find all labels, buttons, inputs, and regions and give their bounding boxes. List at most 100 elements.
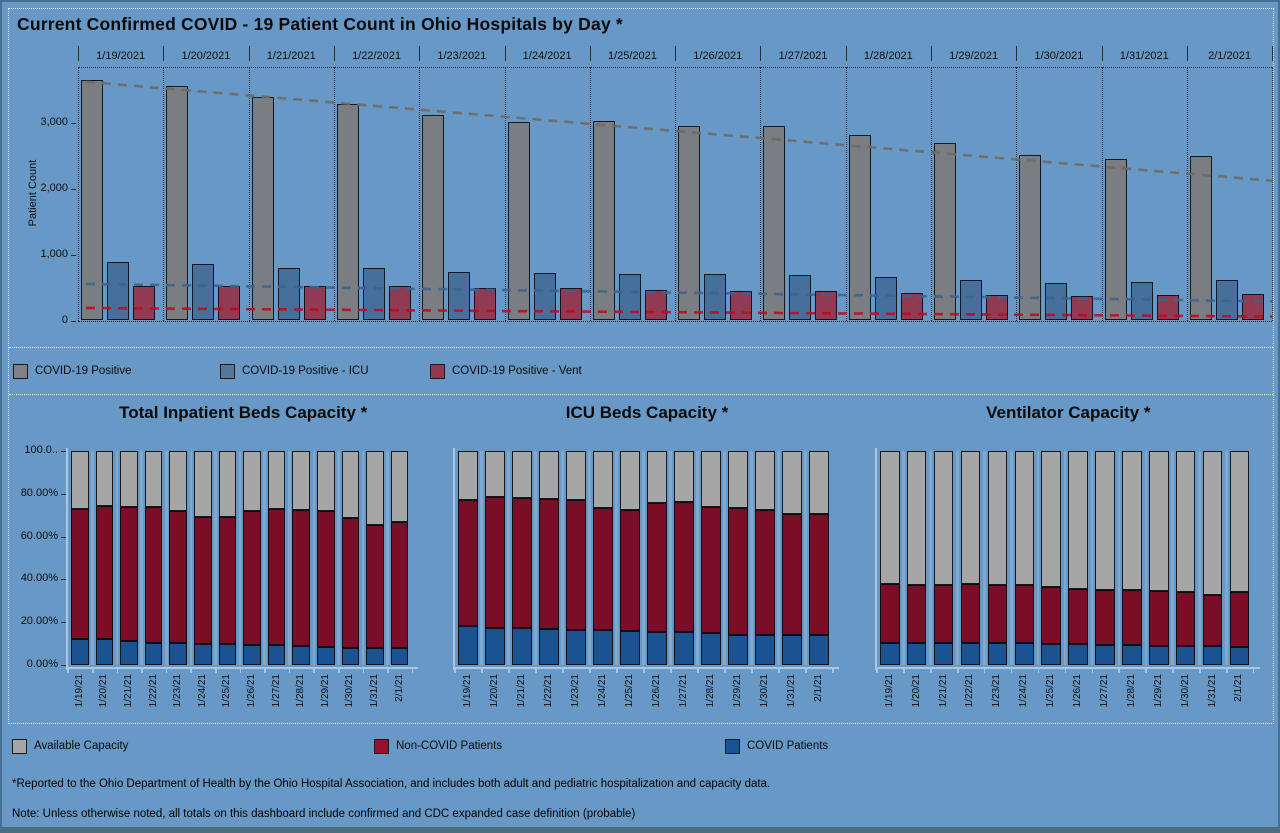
segment-covid-patients[interactable] [933,642,954,665]
bar-covid-19-positive-icu[interactable] [1130,281,1153,321]
segment-non-covid-patients[interactable] [485,497,505,628]
segment-available-capacity[interactable] [960,451,981,584]
segment-covid-patients[interactable] [728,635,748,665]
bar-covid-19-positive-vent[interactable] [559,287,582,321]
segment-non-covid-patients[interactable] [674,502,694,632]
bar-covid-19-positive-vent[interactable] [133,285,155,321]
segment-available-capacity[interactable] [317,451,335,511]
segment-non-covid-patients[interactable] [512,498,532,628]
segment-non-covid-patients[interactable] [1202,595,1223,646]
segment-available-capacity[interactable] [933,451,954,585]
segment-covid-patients[interactable] [1229,646,1250,665]
segment-covid-patients[interactable] [243,644,261,665]
segment-available-capacity[interactable] [218,451,237,518]
segment-available-capacity[interactable] [512,451,532,499]
segment-non-covid-patients[interactable] [1122,590,1142,645]
segment-covid-patients[interactable] [647,631,667,665]
segment-covid-patients[interactable] [95,639,114,665]
segment-covid-patients[interactable] [701,632,721,665]
bar-covid-19-positive-vent[interactable] [388,285,411,321]
legend-item-available-capacity[interactable]: Available Capacity [12,736,128,756]
segment-available-capacity[interactable] [809,451,829,515]
segment-non-covid-patients[interactable] [809,514,829,636]
segment-covid-patients[interactable] [292,645,310,665]
segment-non-covid-patients[interactable] [218,517,237,644]
segment-available-capacity[interactable] [880,451,900,584]
bar-covid-19-positive-icu[interactable] [874,276,897,321]
segment-non-covid-patients[interactable] [1041,586,1061,644]
segment-non-covid-patients[interactable] [1149,591,1169,646]
segment-available-capacity[interactable] [458,451,478,501]
bar-covid-19-positive-vent[interactable] [900,293,923,321]
bar-covid-19-positive[interactable] [934,143,956,321]
segment-non-covid-patients[interactable] [292,509,310,646]
legend-item-covid-patients[interactable]: COVID Patients [725,736,828,756]
segment-available-capacity[interactable] [906,451,927,585]
bar-covid-19-positive-vent[interactable] [730,290,753,321]
bar-covid-19-positive[interactable] [422,114,445,321]
segment-covid-patients[interactable] [169,642,187,665]
bar-covid-19-positive-vent[interactable] [218,286,241,321]
segment-covid-patients[interactable] [1095,644,1115,665]
segment-covid-patients[interactable] [71,639,89,665]
bar-covid-19-positive-icu[interactable] [533,273,556,321]
segment-covid-patients[interactable] [674,631,694,665]
segment-available-capacity[interactable] [1175,451,1196,593]
bar-covid-19-positive-icu[interactable] [789,275,812,321]
bar-covid-19-positive-vent[interactable] [815,291,838,321]
bar-covid-19-positive[interactable] [678,126,701,321]
segment-available-capacity[interactable] [1229,451,1250,593]
segment-available-capacity[interactable] [1202,451,1223,596]
bar-covid-19-positive-icu[interactable] [107,262,129,321]
bar-covid-19-positive-icu[interactable] [618,273,641,321]
segment-non-covid-patients[interactable] [1068,589,1088,644]
bar-covid-19-positive-icu[interactable] [192,263,215,321]
segment-non-covid-patients[interactable] [194,517,212,644]
segment-available-capacity[interactable] [243,451,261,511]
segment-covid-patients[interactable] [120,641,138,665]
bar-covid-19-positive-icu[interactable] [960,279,982,321]
bar-covid-19-positive[interactable] [251,97,274,321]
segment-covid-patients[interactable] [809,635,829,665]
segment-available-capacity[interactable] [366,451,384,525]
segment-non-covid-patients[interactable] [267,508,286,645]
segment-non-covid-patients[interactable] [933,584,954,643]
segment-non-covid-patients[interactable] [1014,584,1034,643]
segment-available-capacity[interactable] [566,451,586,501]
legend-item-covid-19-positive[interactable]: COVID-19 Positive [13,361,132,381]
bar-covid-19-positive[interactable] [763,126,786,321]
bar-covid-19-positive-vent[interactable] [1241,294,1264,321]
segment-covid-patients[interactable] [755,635,775,665]
legend-item-covid-19-positive-vent[interactable]: COVID-19 Positive - Vent [430,361,582,381]
segment-covid-patients[interactable] [1014,642,1034,665]
bar-covid-19-positive-vent[interactable] [1156,295,1179,321]
segment-covid-patients[interactable] [366,647,384,665]
segment-covid-patients[interactable] [987,642,1008,665]
bar-covid-19-positive[interactable] [507,122,530,321]
segment-available-capacity[interactable] [674,451,694,503]
segment-covid-patients[interactable] [880,642,900,665]
segment-covid-patients[interactable] [593,629,613,665]
segment-non-covid-patients[interactable] [95,505,114,640]
segment-covid-patients[interactable] [1149,645,1169,665]
segment-available-capacity[interactable] [987,451,1008,585]
segment-non-covid-patients[interactable] [71,508,89,640]
segment-covid-patients[interactable] [906,642,927,665]
segment-available-capacity[interactable] [755,451,775,510]
segment-available-capacity[interactable] [593,451,613,508]
bar-covid-19-positive[interactable] [336,104,359,321]
segment-available-capacity[interactable] [169,451,187,511]
segment-covid-patients[interactable] [218,643,237,665]
segment-covid-patients[interactable] [566,629,586,665]
bar-covid-19-positive-vent[interactable] [303,285,326,321]
legend-item-non-covid-patients[interactable]: Non-COVID Patients [374,736,502,756]
bar-covid-19-positive-icu[interactable] [277,267,300,321]
segment-non-covid-patients[interactable] [782,514,802,636]
legend-item-covid-19-positive-icu[interactable]: COVID-19 Positive - ICU [220,361,369,381]
segment-available-capacity[interactable] [647,451,667,504]
segment-non-covid-patients[interactable] [566,500,586,630]
segment-non-covid-patients[interactable] [144,506,163,643]
segment-available-capacity[interactable] [95,451,114,506]
segment-non-covid-patients[interactable] [341,518,360,648]
segment-available-capacity[interactable] [120,451,138,507]
